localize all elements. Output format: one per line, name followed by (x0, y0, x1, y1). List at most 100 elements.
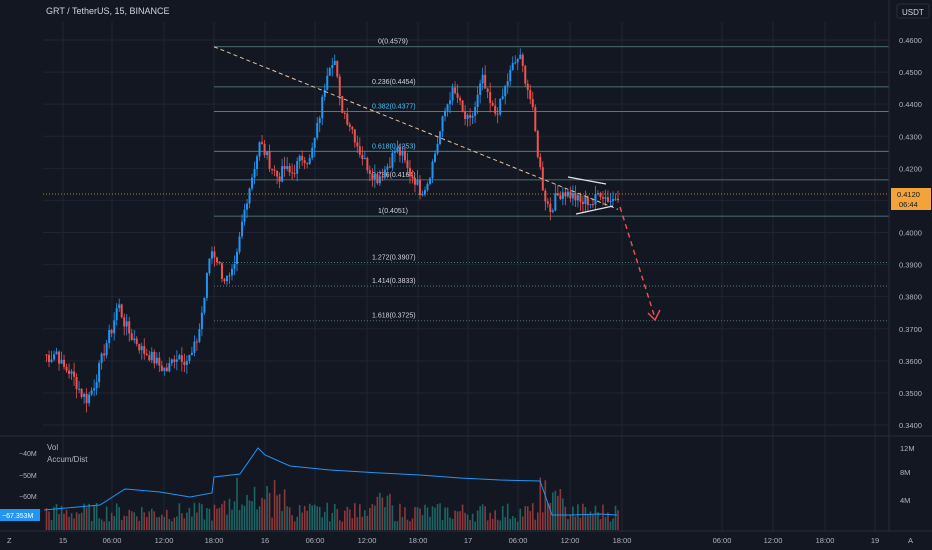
price-tick-label: 0.4000 (899, 229, 922, 238)
volume-bar (196, 512, 198, 530)
volume-bar (181, 513, 183, 530)
candle-body (499, 98, 502, 115)
candle-body (378, 176, 381, 184)
volume-bar (241, 504, 243, 530)
candle-body (241, 221, 244, 237)
candle-body (48, 354, 51, 362)
volume-bar (55, 503, 58, 530)
candle-body (511, 62, 514, 70)
candle-body (571, 193, 574, 199)
candle-body (431, 161, 434, 179)
candle-body (506, 81, 509, 86)
volume-bar (579, 517, 582, 530)
fib-level-label: 0.786(0.4164) (372, 172, 416, 179)
candle-body (53, 354, 56, 360)
candle-body (205, 273, 208, 298)
volume-bar (341, 521, 344, 530)
candle-body (100, 353, 103, 363)
currency-label: USDT (902, 8, 924, 17)
volume-bar (421, 515, 424, 530)
volume-bar (296, 516, 298, 530)
volume-bar (519, 508, 522, 530)
volume-bar (454, 510, 456, 530)
accum-dist-line (43, 447, 618, 516)
volume-bar (542, 512, 544, 530)
volume-bar (85, 507, 88, 530)
candle-body (326, 75, 329, 90)
volume-bar (564, 506, 567, 530)
volume-bar (273, 480, 276, 530)
candle-body (331, 65, 334, 69)
candle-body (303, 160, 306, 164)
candle-body (617, 198, 619, 201)
candle-body (466, 115, 469, 119)
candle-body (461, 100, 464, 112)
volume-bar (140, 506, 143, 530)
accum-dist-label[interactable]: Accum/Dist (47, 455, 88, 464)
volume-bar (128, 509, 131, 530)
candle-body (163, 367, 166, 371)
candle-body (311, 147, 314, 159)
candle-body (253, 169, 256, 178)
grid-lines: GRT (43, 6, 925, 531)
price-candles[interactable] (45, 48, 619, 413)
candle-body (145, 353, 148, 356)
currency-badge[interactable] (896, 3, 930, 19)
candle-body (509, 69, 512, 82)
candle-body (489, 92, 492, 103)
candle-body (128, 321, 131, 334)
candle-body (80, 388, 83, 397)
volume-bar (536, 512, 539, 530)
candle-body (464, 111, 467, 119)
candle-body (233, 264, 236, 269)
candle-body (601, 197, 604, 199)
volume-bar (456, 511, 459, 530)
volume-bar (582, 503, 584, 530)
volume-bar (609, 521, 612, 530)
time-tick-label: 06:00 (103, 536, 122, 545)
candle-body (456, 93, 459, 98)
volume-bar (191, 516, 193, 530)
candle-body (416, 179, 419, 185)
volume-bar (336, 509, 339, 530)
candle-body (436, 143, 439, 154)
volume-bar (298, 505, 301, 530)
time-tick-label: 06:00 (713, 536, 732, 545)
time-tick-label: 06:00 (306, 536, 325, 545)
candle-body (218, 261, 221, 264)
time-tick-label: 18:00 (409, 536, 428, 545)
candle-body (58, 351, 61, 364)
projection-arrow (619, 206, 656, 319)
volume-bar (539, 477, 542, 530)
volume-bar (168, 519, 171, 530)
ad-tick-label: −50M (19, 473, 37, 480)
volume-bar (394, 521, 396, 530)
time-tick-label: 12:00 (358, 536, 377, 545)
candle-body (368, 170, 371, 174)
volume-bar (584, 507, 587, 530)
candle-body (604, 197, 607, 199)
volume-bar (479, 506, 481, 530)
accum-dist-polyline (43, 447, 618, 516)
volume-bar (469, 520, 471, 530)
volume-bar (476, 510, 479, 530)
volume-bar (163, 516, 166, 530)
volume-bar (226, 514, 228, 530)
volume-bar (431, 506, 434, 530)
volume-label[interactable]: Vol (47, 443, 58, 452)
volume-bar (359, 504, 361, 530)
candle-body (165, 367, 168, 372)
candle-body (173, 359, 176, 362)
volume-bar (261, 497, 263, 530)
candle-body (449, 100, 452, 105)
candle-body (133, 338, 136, 340)
volume-bar (409, 521, 411, 530)
candle-body (283, 166, 286, 170)
symbol-title[interactable]: GRT / TetherUS, 15, BINANCE (46, 6, 170, 16)
volume-bar (569, 514, 572, 530)
volume-bar (567, 519, 569, 530)
candle-body (446, 104, 449, 111)
candle-body (261, 142, 264, 144)
fib-level-label: 1.414(0.3833) (372, 278, 416, 285)
time-tick-label: 15 (59, 536, 67, 545)
